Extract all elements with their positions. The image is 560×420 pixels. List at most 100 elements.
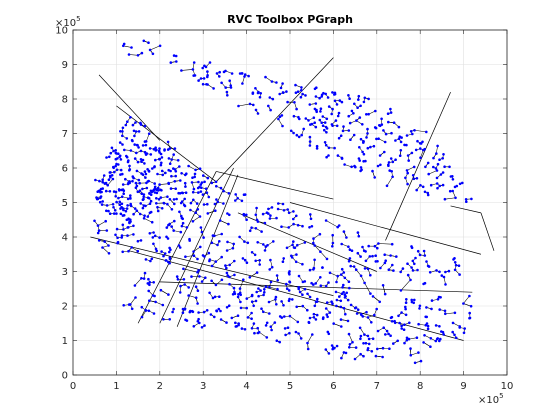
graph-node — [166, 140, 170, 144]
graph-node — [114, 157, 118, 161]
graph-node — [120, 202, 124, 206]
graph-node — [462, 331, 466, 335]
graph-node — [254, 108, 258, 112]
graph-node — [180, 200, 184, 203]
graph-edge — [480, 212, 495, 251]
graph-node — [379, 163, 382, 167]
x-tick-label: 10 — [501, 381, 514, 392]
graph-node — [454, 336, 458, 340]
graph-node — [325, 127, 329, 130]
graph-node — [413, 361, 417, 365]
graph-node — [142, 197, 145, 201]
graph-node — [113, 209, 117, 212]
graph-edge — [320, 251, 328, 260]
graph-node — [252, 304, 255, 308]
graph-node — [245, 213, 248, 217]
graph-node — [288, 280, 291, 284]
graph-node — [358, 326, 362, 330]
graph-node — [381, 284, 385, 287]
graph-node — [282, 209, 286, 212]
graph-node — [451, 321, 455, 325]
graph-node — [133, 134, 136, 138]
graph-node — [314, 95, 318, 98]
graph-node — [399, 289, 403, 292]
graph-edge — [333, 323, 342, 327]
graph-node — [409, 347, 412, 350]
graph-node — [366, 146, 370, 150]
graph-node — [304, 117, 308, 120]
graph-node — [250, 226, 253, 229]
graph-node — [339, 273, 343, 276]
graph-node — [238, 291, 242, 295]
graph-node — [270, 80, 274, 83]
graph-node — [319, 107, 323, 110]
graph-node — [429, 345, 432, 349]
graph-node — [147, 289, 150, 293]
graph-node — [442, 275, 446, 279]
graph-node — [137, 130, 141, 133]
graph-node — [307, 321, 311, 325]
graph-node — [132, 129, 136, 133]
graph-node — [422, 341, 425, 344]
graph-node — [142, 39, 146, 43]
graph-node — [114, 233, 117, 237]
graph-node — [197, 79, 200, 82]
graph-node — [348, 121, 352, 125]
graph-node — [308, 103, 312, 106]
graph-node — [111, 177, 115, 181]
graph-node — [339, 318, 343, 321]
graph-node — [339, 305, 343, 309]
graph-node — [191, 310, 195, 314]
graph-node — [326, 96, 330, 99]
graph-node — [157, 198, 161, 201]
graph-node — [145, 181, 148, 185]
graph-node — [436, 162, 440, 166]
graph-node — [425, 322, 429, 325]
graph-node — [451, 330, 455, 334]
graph-node — [122, 304, 125, 307]
graph-node — [220, 278, 224, 282]
graph-node — [284, 333, 287, 337]
graph-node — [429, 183, 433, 187]
graph-node — [297, 286, 301, 289]
y-tick-label: 6 — [62, 164, 68, 175]
graph-node — [241, 82, 244, 85]
graph-node — [226, 212, 229, 215]
graph-node — [269, 280, 273, 284]
graph-node — [425, 130, 428, 134]
graph-node — [133, 207, 137, 210]
graph-node — [292, 240, 295, 243]
graph-node — [220, 232, 223, 236]
graph-node — [152, 312, 156, 315]
graph-node — [261, 212, 265, 216]
graph-node — [119, 212, 123, 216]
graph-node — [192, 198, 195, 202]
graph-node — [367, 112, 370, 116]
graph-node — [145, 186, 149, 190]
graph-node — [295, 107, 298, 111]
graph-node — [458, 325, 462, 328]
graph-node — [144, 309, 147, 312]
graph-node — [362, 100, 366, 104]
graph-node — [324, 284, 328, 288]
graph-node — [363, 281, 366, 285]
graph-node — [108, 212, 112, 215]
graph-node — [281, 91, 285, 94]
graph-node — [308, 226, 311, 229]
graph-node — [109, 171, 112, 174]
graph-node — [148, 191, 151, 195]
graph-node — [102, 174, 106, 177]
graph-node — [464, 198, 468, 201]
graph-node — [134, 121, 137, 124]
graph-node — [180, 69, 183, 72]
graph-node — [162, 201, 166, 205]
graph-node — [347, 280, 351, 284]
chart-title: RVC Toolbox PGraph — [227, 13, 353, 26]
graph-node — [354, 165, 357, 169]
graph-node — [415, 177, 419, 180]
graph-node — [118, 141, 122, 144]
graph-node — [331, 233, 335, 237]
graph-node — [248, 102, 252, 106]
graph-node — [409, 278, 412, 282]
graph-node — [141, 158, 145, 162]
